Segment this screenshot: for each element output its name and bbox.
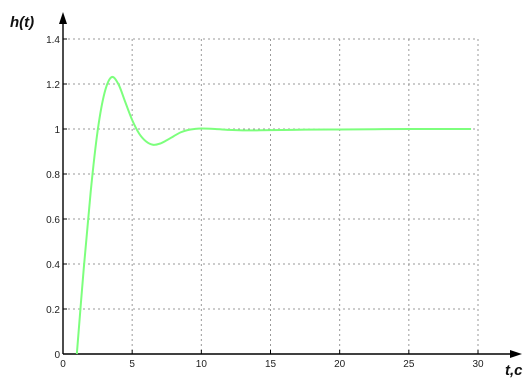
y-axis-arrow-icon <box>59 12 67 24</box>
y-tick-label: 0.6 <box>46 215 60 226</box>
y-tick-label: 1.4 <box>46 35 60 46</box>
y-tick-label: 1.2 <box>46 80 60 91</box>
x-tick-label: 10 <box>196 359 208 370</box>
y-tick-label: 0.4 <box>46 260 60 271</box>
x-tick-label: 20 <box>334 359 346 370</box>
y-axis-label: h(t) <box>10 14 34 31</box>
y-tick-label: 0 <box>54 350 60 361</box>
x-axis-label: t,c <box>505 362 523 379</box>
x-tick-label: 5 <box>129 359 135 370</box>
x-axis-arrow-icon <box>510 350 522 358</box>
axes <box>59 12 522 358</box>
x-tick-label: 0 <box>60 359 66 370</box>
tick-labels: 0 5 10 15 20 25 30 0 0.2 0.4 0.6 0.8 1 1.2 1.4 <box>46 35 484 370</box>
series-line <box>75 75 472 355</box>
grid <box>63 38 479 354</box>
series <box>75 75 472 355</box>
x-tick-label: 25 <box>403 359 415 370</box>
y-tick-label: 1 <box>54 125 60 136</box>
y-tick-label: 0.2 <box>46 305 60 316</box>
y-tick-label: 0.8 <box>46 170 60 181</box>
x-tick-label: 30 <box>472 359 484 370</box>
x-tick-label: 15 <box>265 359 277 370</box>
